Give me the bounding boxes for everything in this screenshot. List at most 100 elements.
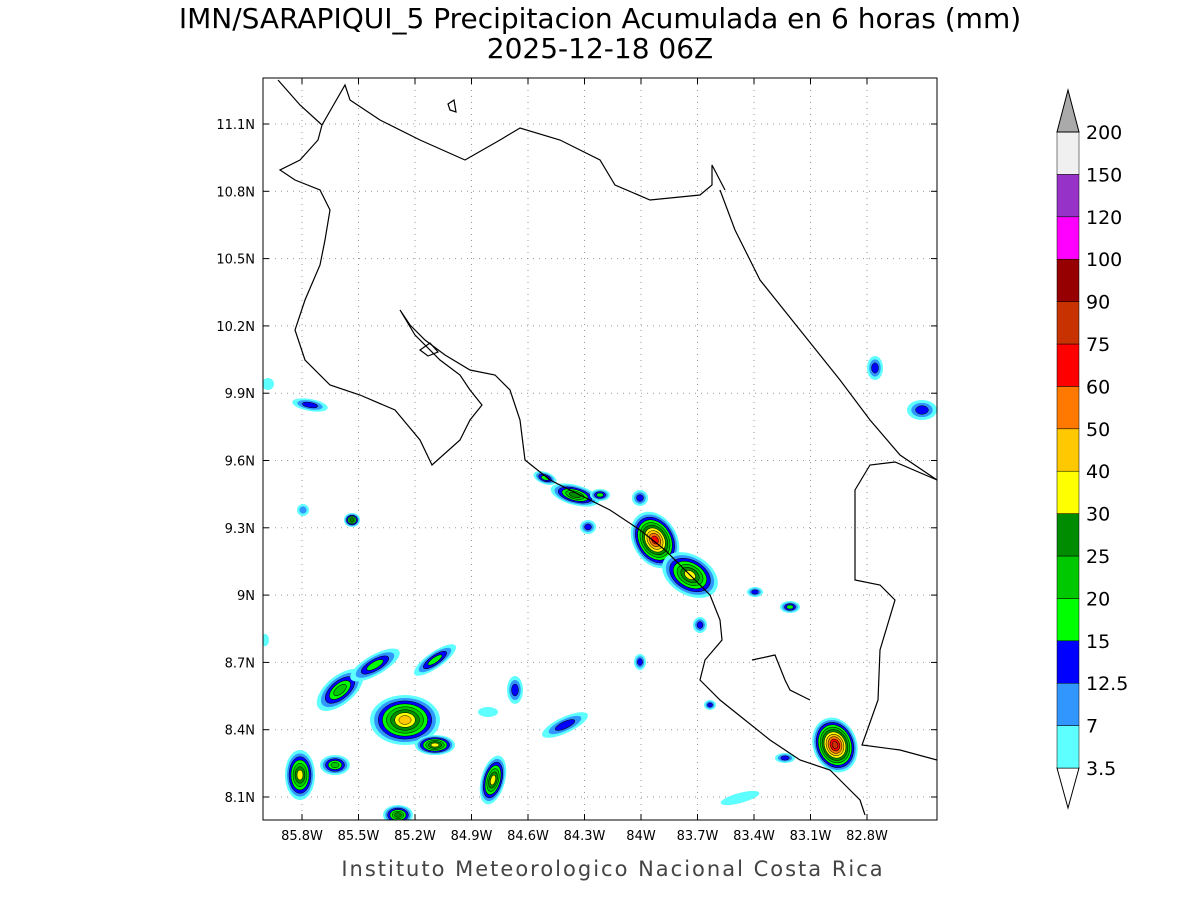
colorbar: 3.5 7 12.5 15 20 25 30 40 50 60 75 90 100 120 150 200 [1056,88,1128,810]
axis-labels: 11.1N 10.8N 10.5N 10.2N 9.9N 9.6N 9.3N 9N 8.7N 8.… [216,78,937,844]
rain-area [366,659,384,671]
island [447,98,457,113]
colorbar-triangle [1056,88,1080,133]
lon-label: 84.6W [507,829,549,844]
subtitle: 2025-12-18 06Z [487,32,713,65]
colorbar-triangle [1056,767,1080,810]
colorbar-segment [1056,598,1080,642]
rain-area [330,762,340,768]
rain-area [427,654,443,666]
colorbar-label: 3.5 [1086,758,1116,780]
lon-label: 85.5W [338,829,380,844]
colorbar-label: 12.5 [1086,673,1128,695]
colorbar-label: 120 [1086,207,1122,229]
grid [263,78,937,820]
map-frame [262,77,938,821]
colorbar-label: 75 [1086,334,1110,356]
colorbar-segment [1056,513,1080,557]
lat-label: 10.2N [216,320,255,335]
rain-area [299,506,307,514]
colorbar-segment [1056,470,1080,514]
osa-peninsula [751,654,811,701]
rain-area [596,492,604,498]
rain-area [696,621,704,629]
colorbar-label: 7 [1086,716,1098,738]
lon-label: 83.4W [733,829,775,844]
colorbar-label: 40 [1086,461,1110,483]
rain-area [915,405,929,415]
rain-area [333,684,347,696]
rain-area [780,755,790,761]
lon-label: 84.3W [564,829,606,844]
rain-area [490,774,496,786]
colorbar-segment [1056,258,1080,302]
colorbar-segment [1056,131,1080,175]
lat-label: 9N [237,589,255,604]
title: IMN/SARAPIQUI_5 Precipitacion Acumulada … [179,2,1021,35]
rain-area [398,715,412,725]
rain-area [554,719,576,731]
colorbar-segment [1056,174,1080,218]
colorbar-segment [1056,725,1080,769]
rain-area [394,812,402,818]
colorbar-label: 50 [1086,419,1110,441]
colorbar-label: 60 [1086,376,1110,398]
rain-area [296,769,304,781]
lat-label: 8.1N [225,791,255,806]
lon-label: 85.8W [281,829,323,844]
colorbar-segment [1056,640,1080,684]
colorbar-segment [1056,555,1080,599]
rain-area [349,518,355,522]
colorbar-segment [1056,216,1080,260]
rain-area [302,401,318,409]
precipitation [263,356,937,820]
colorbar-label: 30 [1086,504,1110,526]
lon-label: 84.9W [451,829,493,844]
lat-label: 10.8N [216,185,255,200]
lat-label: 9.6N [225,455,255,470]
rain-area [430,742,440,748]
rain-area [707,702,713,708]
border-north [321,83,726,201]
colorbar-label: 150 [1086,164,1122,186]
colorbar-label: 90 [1086,292,1110,314]
border-east [854,461,937,761]
rain-area [871,362,879,374]
lon-label: 82.8W [846,829,888,844]
colorbar-segment [1056,386,1080,430]
lat-label: 11.1N [216,118,255,133]
rain-area [751,589,759,595]
colorbar-label: 20 [1086,588,1110,610]
lon-label: 84W [626,829,656,844]
lon-label: 83.1W [790,829,832,844]
pacific-coast [277,79,866,816]
caribbean-coast [719,189,937,481]
coastlines [277,79,937,816]
lat-label: 9.9N [225,387,255,402]
colorbar-segment [1056,682,1080,726]
lon-label: 83.7W [677,829,719,844]
rain-area [584,523,592,531]
lat-label: 10.5N [216,253,255,268]
rain-area [637,658,643,666]
rain-area [263,634,269,646]
colorbar-segment [1056,301,1080,345]
colorbar-label: 100 [1086,249,1122,271]
rain-area [511,683,519,697]
lat-label: 8.7N [225,656,255,671]
lat-label: 8.4N [225,724,255,739]
lake [418,342,440,357]
lat-label: 9.3N [225,522,255,537]
colorbar-label: 200 [1086,122,1122,144]
colorbar-label: 15 [1086,631,1110,653]
rain-area [786,604,794,610]
rain-area [720,790,760,806]
rain-area [478,707,498,717]
lon-label: 85.2W [394,829,436,844]
rain-area [636,494,644,502]
rain-area [263,378,274,390]
colorbar-segment [1056,343,1080,387]
footer: Instituto Meteorologico Nacional Costa R… [341,857,884,881]
rain-area [831,741,839,749]
